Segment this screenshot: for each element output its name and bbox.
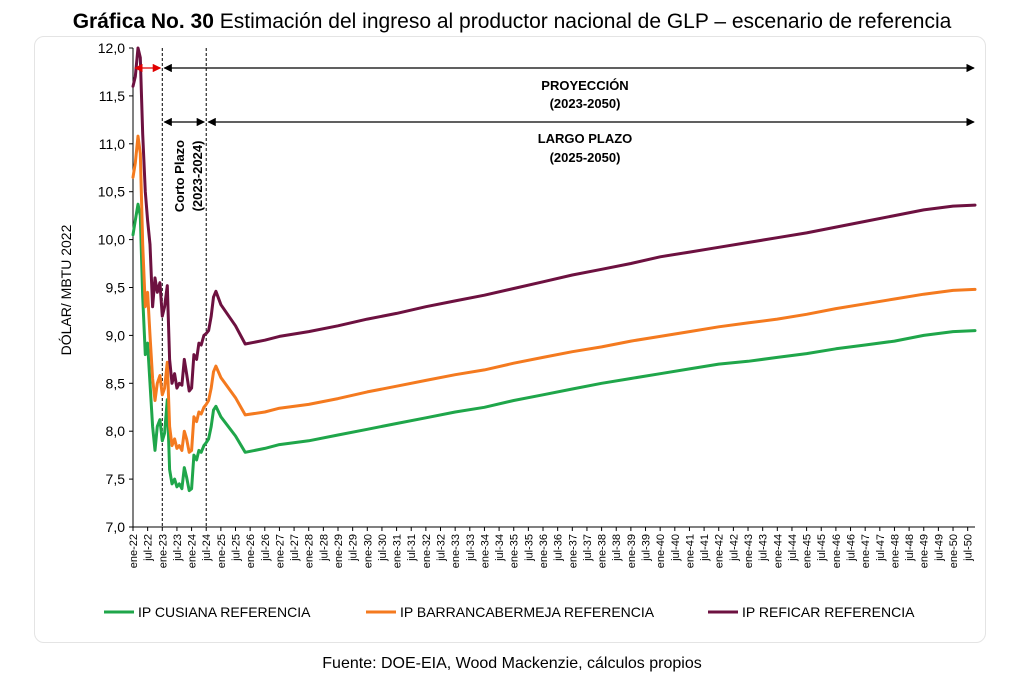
x-tick-label: ene-23 bbox=[157, 534, 169, 568]
x-tick-label: ene-24 bbox=[187, 534, 199, 568]
y-tick-label: 7,5 bbox=[106, 471, 126, 487]
y-tick-label: 11,5 bbox=[99, 88, 125, 104]
x-tick-label: ene-29 bbox=[333, 534, 345, 568]
x-tick-label: ene-43 bbox=[743, 534, 755, 568]
legend-label-1: IP CUSIANA REFERENCIA bbox=[138, 604, 311, 620]
y-axis-label: DÓLAR/ MBTU 2022 bbox=[58, 224, 74, 355]
chart-title-text: Estimación del ingreso al productor naci… bbox=[213, 10, 952, 33]
x-tick-label: jul-31 bbox=[406, 534, 418, 562]
chart-series bbox=[131, 46, 977, 493]
x-tick-label: jul-26 bbox=[260, 534, 272, 562]
x-tick-label: jul-27 bbox=[289, 534, 301, 562]
x-tick-label: ene-38 bbox=[597, 534, 609, 568]
x-tick-label: jul-36 bbox=[553, 534, 565, 562]
x-tick-label: jul-49 bbox=[933, 534, 945, 562]
y-tick-label: 10,5 bbox=[98, 184, 125, 200]
x-tick-label: ene-35 bbox=[509, 534, 521, 568]
chart-card bbox=[34, 36, 986, 643]
x-tick-label: ene-47 bbox=[860, 534, 872, 568]
x-tick-label: jul-42 bbox=[728, 534, 740, 562]
x-tick-label: jul-39 bbox=[641, 534, 653, 562]
series-line-1 bbox=[131, 202, 977, 493]
annotation-largo-plazo-title: LARGO PLAZO bbox=[538, 131, 633, 146]
x-tick-label: ene-40 bbox=[655, 534, 667, 568]
y-tick-label: 8,0 bbox=[106, 423, 126, 439]
x-tick-label: jul-43 bbox=[758, 534, 770, 562]
source-note: Fuente: DOE-EIA, Wood Mackenzie, cálculo… bbox=[322, 655, 702, 672]
x-tick-label: jul-24 bbox=[201, 534, 213, 562]
annotation-largo-plazo-years: (2025-2050) bbox=[550, 150, 621, 165]
y-tick-label: 9,0 bbox=[106, 327, 126, 343]
x-tick-label: jul-48 bbox=[904, 534, 916, 562]
x-tick-label: ene-39 bbox=[626, 534, 638, 568]
chart-legend: IP CUSIANA REFERENCIA IP BARRANCABERMEJA … bbox=[104, 604, 915, 620]
x-tick-label: jul-32 bbox=[436, 534, 448, 562]
annotation-corto-plazo-years: (2023-2024) bbox=[190, 141, 205, 212]
y-tick-label: 7,0 bbox=[106, 519, 126, 535]
x-tick-label: ene-44 bbox=[772, 534, 784, 568]
x-tick-label: jul-33 bbox=[465, 534, 477, 562]
x-tick-label: jul-45 bbox=[816, 534, 828, 562]
x-tick-label: jul-38 bbox=[611, 534, 623, 562]
x-tick-label: ene-33 bbox=[450, 534, 462, 568]
chart-title: Gráfica No. 30 Estimación del ingreso al… bbox=[0, 10, 1024, 34]
x-tick-label: jul-41 bbox=[699, 534, 711, 562]
y-tick-label: 11,0 bbox=[99, 136, 125, 152]
y-tick-label: 9,5 bbox=[106, 280, 126, 296]
x-tick-label: ene-31 bbox=[392, 534, 404, 568]
y-tick-label: 10,0 bbox=[98, 232, 125, 248]
series-line-2 bbox=[131, 134, 977, 454]
x-tick-label: jul-37 bbox=[582, 534, 594, 562]
x-tick-label: ene-27 bbox=[274, 534, 286, 568]
x-tick-label: ene-30 bbox=[362, 534, 374, 568]
x-tick-label: ene-28 bbox=[304, 534, 316, 568]
x-tick-label: jul-28 bbox=[318, 534, 330, 562]
x-tick-label: ene-48 bbox=[889, 534, 901, 568]
x-tick-label: jul-34 bbox=[494, 534, 506, 562]
chart-axes: 7,0 7,5 8,0 8,5 9,0 9,5 10,0 10,5 11,0 11,5 12,0 en… bbox=[98, 40, 975, 568]
x-tick-label: jul-30 bbox=[377, 534, 389, 562]
x-tick-label: ene-25 bbox=[216, 534, 228, 568]
series-line-3 bbox=[131, 46, 977, 393]
legend-label-2: IP BARRANCABERMEJA REFERENCIA bbox=[400, 604, 655, 620]
x-tick-label: ene-46 bbox=[831, 534, 843, 568]
annotation-corto-plazo-title: Corto Plazo bbox=[172, 140, 187, 212]
x-tick-label: ene-42 bbox=[714, 534, 726, 568]
x-tick-label: ene-32 bbox=[421, 534, 433, 568]
annotation-proyeccion-years: (2023-2050) bbox=[550, 96, 621, 111]
period-annotations: PROYECCIÓN (2023-2050) LARGO PLAZO (2025… bbox=[134, 63, 975, 212]
x-tick-label: ene-49 bbox=[919, 534, 931, 568]
x-tick-label: jul-47 bbox=[875, 534, 887, 562]
x-tick-label: jul-46 bbox=[846, 534, 858, 562]
x-tick-label: jul-25 bbox=[231, 534, 243, 562]
annotation-proyeccion-title: PROYECCIÓN bbox=[541, 78, 628, 93]
y-tick-label: 8,5 bbox=[106, 375, 126, 391]
x-tick-label: ene-37 bbox=[567, 534, 579, 568]
x-tick-label: ene-34 bbox=[479, 534, 491, 568]
chart-title-number: Gráfica No. 30 bbox=[72, 10, 214, 33]
x-tick-label: jul-23 bbox=[172, 534, 184, 562]
x-tick-label: ene-50 bbox=[948, 534, 960, 568]
x-tick-label: ene-22 bbox=[128, 534, 140, 568]
x-tick-label: jul-44 bbox=[787, 534, 799, 562]
x-tick-label: ene-36 bbox=[538, 534, 550, 568]
x-tick-label: jul-22 bbox=[143, 534, 155, 562]
y-tick-label: 12,0 bbox=[98, 40, 125, 56]
legend-label-3: IP REFICAR REFERENCIA bbox=[742, 604, 915, 620]
x-tick-label: jul-35 bbox=[523, 534, 535, 562]
x-tick-label: jul-40 bbox=[670, 534, 682, 562]
x-tick-label: ene-26 bbox=[245, 534, 257, 568]
x-tick-label: jul-29 bbox=[348, 534, 360, 562]
x-tick-label: ene-41 bbox=[684, 534, 696, 568]
x-tick-label: ene-45 bbox=[802, 534, 814, 568]
x-tick-label: jul-50 bbox=[963, 534, 975, 562]
